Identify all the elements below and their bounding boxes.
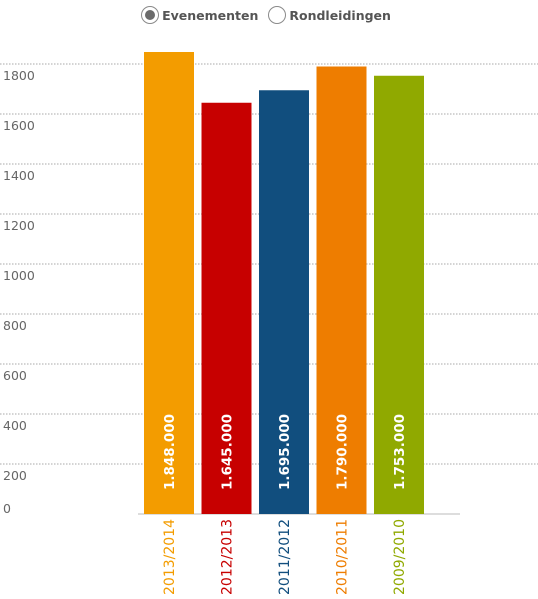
x-category-label: 2013/2014 [162, 519, 178, 595]
bar[interactable] [201, 102, 252, 514]
y-tick-label: 1400 [3, 168, 35, 183]
bar-value-label: 1.753.000 [392, 414, 408, 490]
y-tick-label: 1000 [3, 268, 35, 283]
bar[interactable] [316, 66, 367, 515]
x-category-label: 2009/2010 [392, 519, 408, 595]
toggle-option-evenementen[interactable]: Evenementen [141, 6, 264, 24]
y-tick-label: 800 [3, 318, 27, 333]
bar-value-label: 1.695.000 [277, 414, 293, 490]
bar-value-label: 1.645.000 [220, 414, 236, 490]
x-category-label: 2010/2011 [335, 519, 351, 595]
radio-unselected-icon[interactable] [268, 6, 287, 24]
bar[interactable] [144, 52, 194, 514]
bar-value-label: 1.790.000 [335, 414, 351, 490]
series-toggle: Evenementen Rondleidingen [0, 0, 538, 30]
y-tick-label: 400 [3, 418, 27, 433]
bar[interactable] [259, 90, 309, 514]
x-category-label: 2012/2013 [220, 519, 236, 595]
toggle-option-rondleidingen[interactable]: Rondleidingen [268, 6, 397, 24]
y-tick-label: 1600 [3, 118, 35, 133]
y-tick-label: 600 [3, 368, 27, 383]
y-tick-label: 200 [3, 468, 27, 483]
x-category-label: 2011/2012 [277, 519, 293, 595]
toggle-label-evenementen: Evenementen [162, 7, 259, 23]
y-tick-label: 1800 [3, 68, 35, 83]
bar[interactable] [374, 75, 424, 514]
radio-selected-icon[interactable] [141, 6, 160, 24]
y-tick-label: 1200 [3, 218, 35, 233]
bar-value-label: 1.848.000 [162, 414, 178, 490]
y-tick-label: 0 [3, 501, 11, 516]
toggle-label-rondleidingen: Rondleidingen [289, 7, 391, 23]
